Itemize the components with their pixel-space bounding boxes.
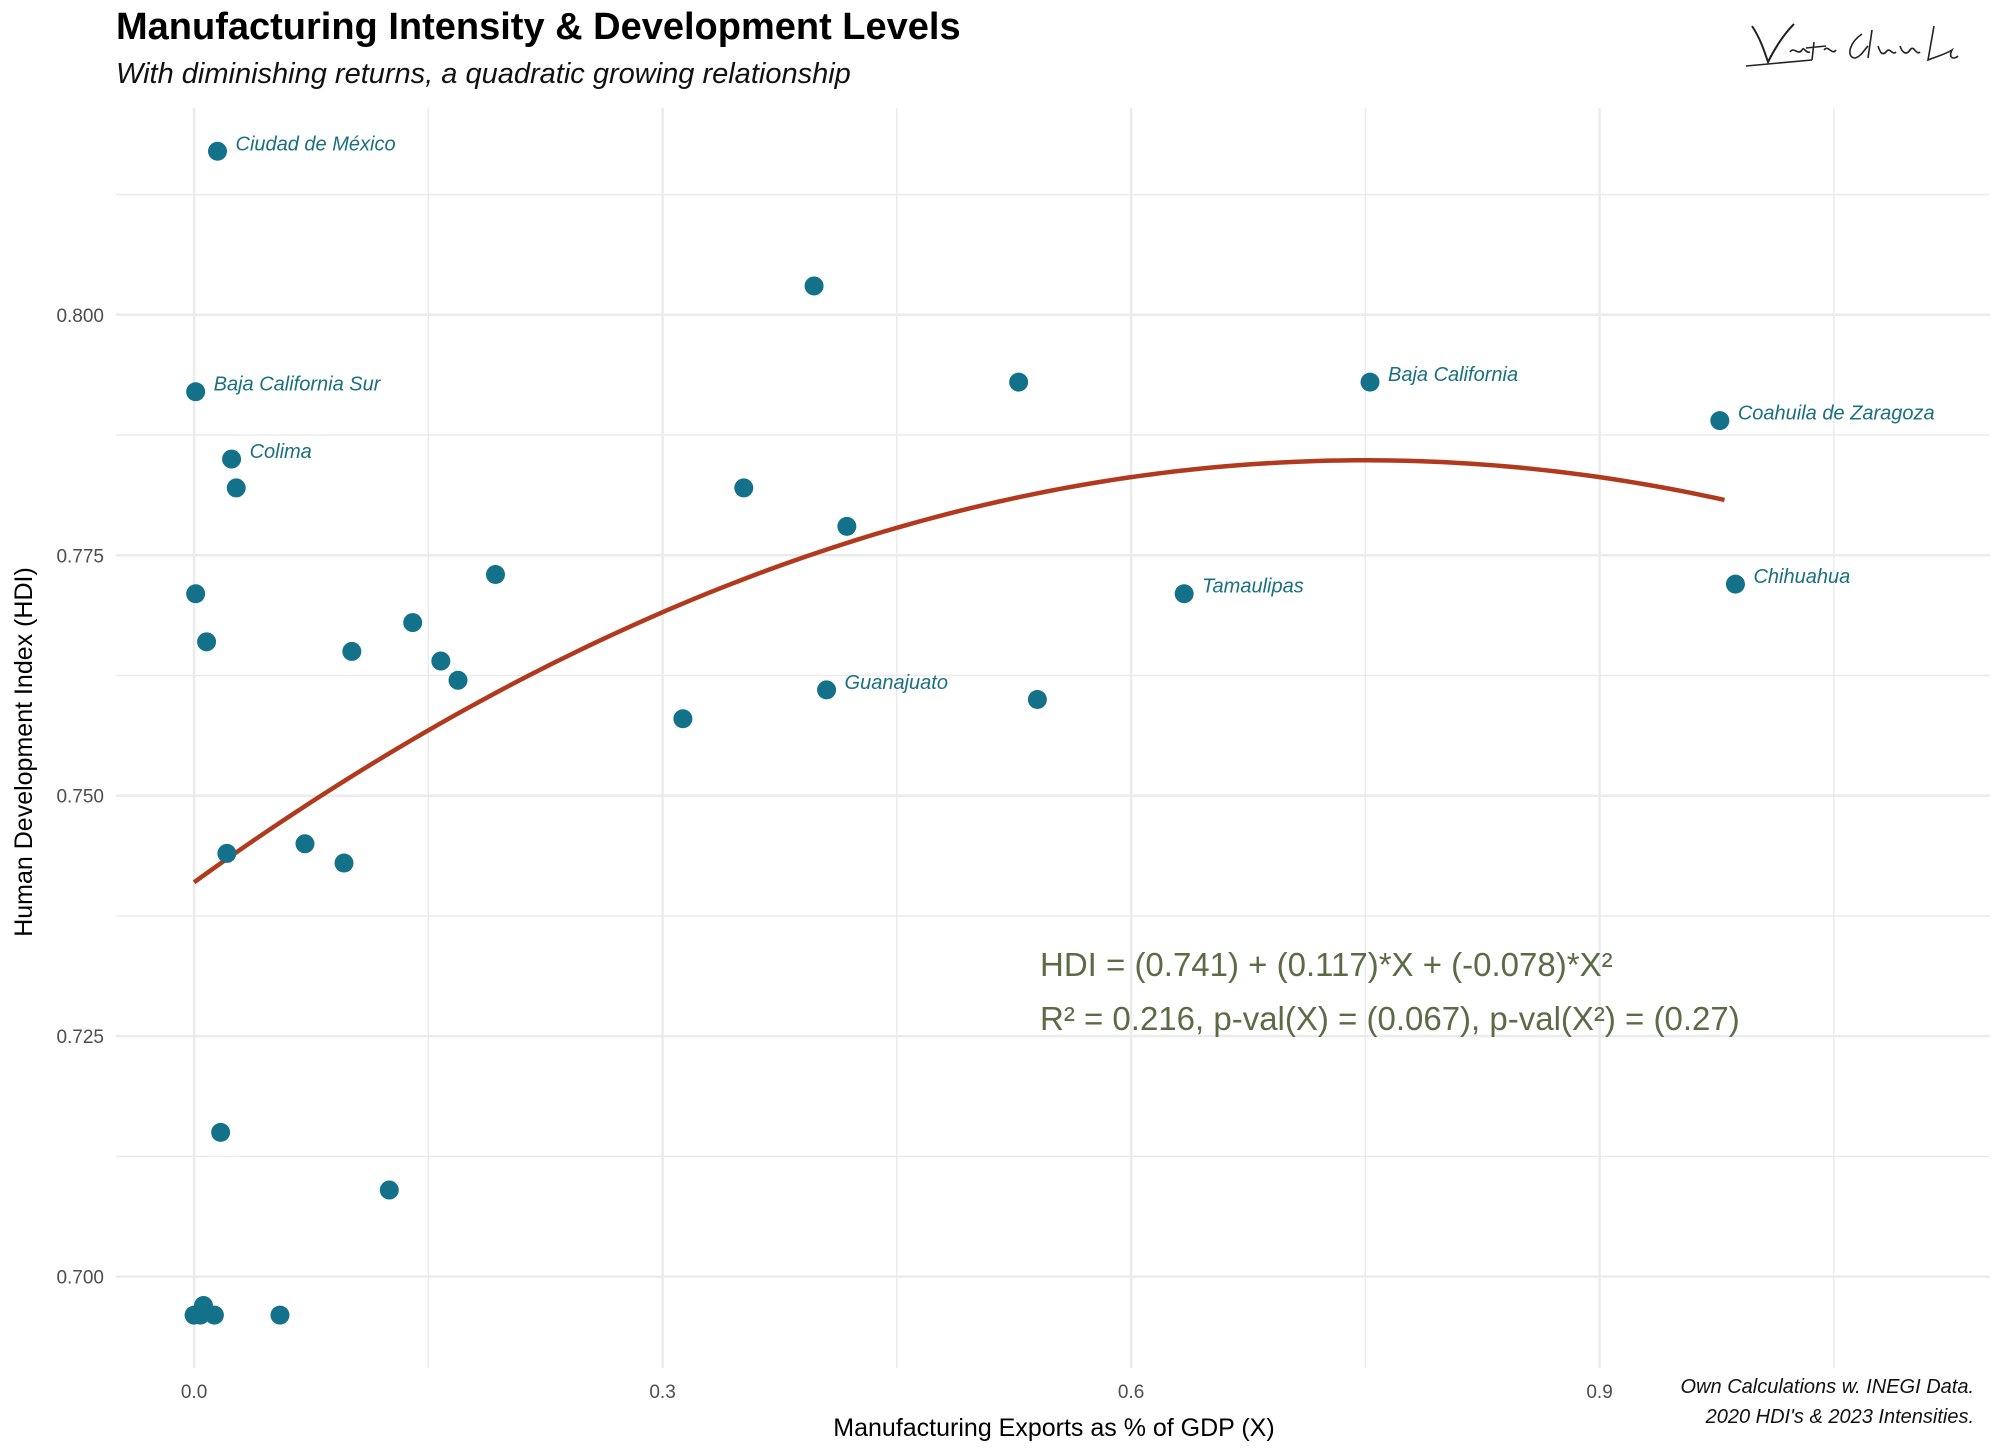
- data-point: [186, 382, 206, 402]
- point-label: Guanajuato: [845, 672, 948, 694]
- y-tick-label: 0.700: [56, 1268, 104, 1289]
- equation-line-1: HDI = (0.741) + (0.117)*X + (-0.078)*X²: [1040, 946, 1613, 983]
- chart-subtitle: With diminishing returns, a quadratic gr…: [116, 58, 851, 90]
- data-point: [1174, 584, 1194, 604]
- grid-minor: [116, 108, 1990, 1368]
- data-point: [211, 1122, 231, 1142]
- y-tick-label: 0.725: [56, 1027, 104, 1048]
- data-point: [217, 843, 237, 863]
- data-point: [295, 834, 315, 854]
- data-point: [673, 709, 693, 729]
- data-point: [431, 651, 451, 671]
- y-axis-ticks: 0.700 0.725 0.750 0.775 0.800: [56, 306, 104, 1289]
- data-point: [204, 1305, 224, 1325]
- point-label: Baja California Sur: [214, 374, 382, 396]
- caption-line-1: Own Calculations w. INEGI Data.: [1680, 1376, 1974, 1398]
- data-point: [485, 564, 505, 584]
- x-tick-label: 0.9: [1586, 1382, 1612, 1403]
- data-point: [403, 613, 423, 633]
- y-axis-title: Human Development Index (HDI): [10, 567, 38, 937]
- data-point: [448, 670, 468, 690]
- data-point: [1009, 372, 1029, 392]
- data-point: [334, 853, 354, 873]
- point-label: Coahuila de Zaragoza: [1738, 403, 1935, 425]
- point-label: Chihuahua: [1753, 566, 1850, 588]
- y-tick-label: 0.800: [56, 306, 104, 327]
- chart-title: Manufacturing Intensity & Development Le…: [116, 6, 961, 48]
- point-label: Baja California: [1388, 364, 1518, 386]
- caption-line-2: 2020 HDI's & 2023 Intensities.: [1705, 1406, 1974, 1428]
- point-label: Colima: [250, 441, 312, 463]
- equation-line-2: R² = 0.216, p-val(X) = (0.067), p-val(X²…: [1040, 1000, 1740, 1037]
- data-point: [837, 516, 857, 536]
- data-point: [817, 680, 837, 700]
- data-point: [1027, 690, 1047, 710]
- data-point: [1360, 372, 1380, 392]
- data-point: [270, 1305, 290, 1325]
- data-point: [379, 1180, 399, 1200]
- data-point: [197, 632, 217, 652]
- data-point: [342, 641, 362, 661]
- data-point: [734, 478, 754, 498]
- x-axis-title: Manufacturing Exports as % of GDP (X): [833, 1414, 1274, 1442]
- x-tick-label: 0.0: [181, 1382, 207, 1403]
- data-points: [184, 141, 1745, 1325]
- x-axis-ticks: 0.0 0.3 0.6 0.9: [181, 1382, 1613, 1403]
- data-point: [186, 584, 206, 604]
- y-tick-label: 0.750: [56, 787, 104, 808]
- data-point: [1710, 411, 1730, 431]
- signature-icon: [1745, 23, 1959, 67]
- data-point: [804, 276, 824, 296]
- point-label: Tamaulipas: [1202, 576, 1304, 598]
- x-tick-label: 0.6: [1118, 1382, 1144, 1403]
- quadratic-fit-line: [192, 458, 1725, 885]
- point-label: Ciudad de México: [236, 133, 396, 155]
- y-tick-label: 0.775: [56, 546, 104, 567]
- data-point: [222, 449, 242, 469]
- point-labels: Ciudad de México Baja California Sur Colim…: [214, 133, 1935, 694]
- grid-major: [116, 108, 1990, 1368]
- x-tick-label: 0.3: [649, 1382, 675, 1403]
- data-point: [1725, 574, 1745, 594]
- data-point: [208, 141, 228, 161]
- data-point: [226, 478, 246, 498]
